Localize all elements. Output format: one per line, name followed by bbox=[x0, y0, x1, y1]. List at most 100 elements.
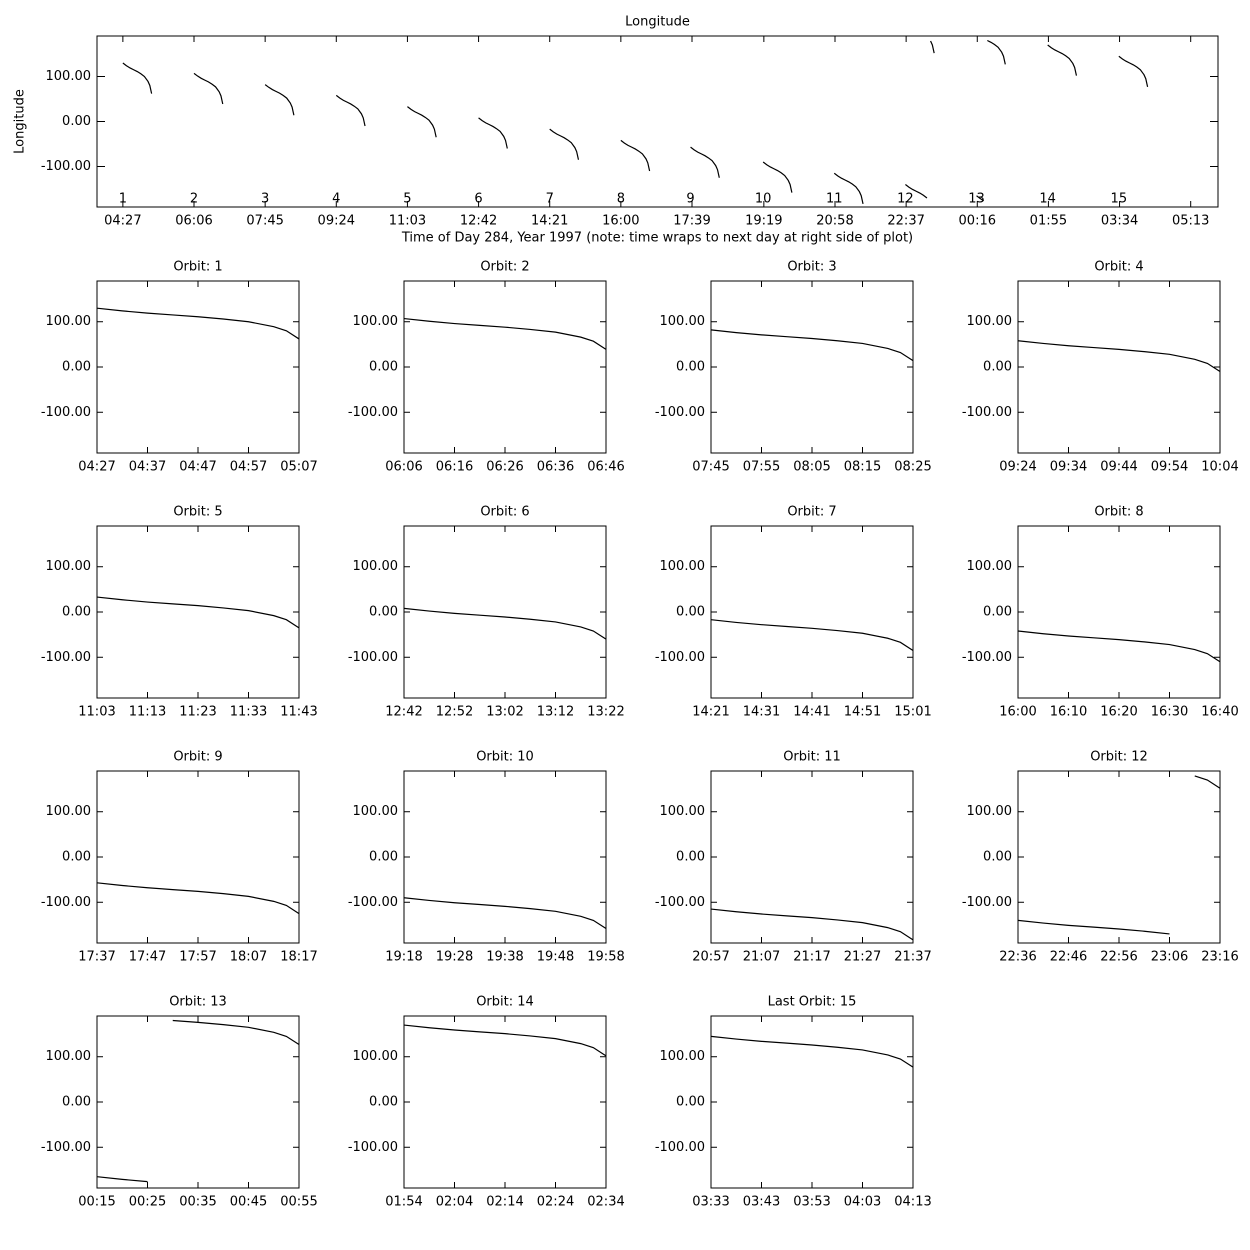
y-tick-label: 100.00 bbox=[967, 314, 1013, 329]
x-tick-label: 11:03 bbox=[389, 214, 426, 229]
orbit-label: 9 bbox=[686, 192, 694, 207]
orbit-label: 13 bbox=[968, 192, 985, 207]
x-tick-label: 00:35 bbox=[179, 1195, 216, 1210]
y-tick-label: 100.00 bbox=[967, 804, 1013, 819]
orbit-line bbox=[905, 40, 935, 199]
x-tick-label: 07:45 bbox=[692, 460, 729, 475]
chart-title: Orbit: 5 bbox=[173, 505, 222, 520]
y-tick-label: 0.00 bbox=[62, 360, 91, 375]
x-tick-label: 15:01 bbox=[894, 705, 931, 720]
orbit-line bbox=[122, 62, 153, 94]
x-tick-label: 22:46 bbox=[1050, 950, 1087, 965]
x-tick-label: 02:34 bbox=[587, 1195, 624, 1210]
plot-frame bbox=[710, 280, 914, 454]
x-tick-label: 19:48 bbox=[537, 950, 574, 965]
x-tick-label: 06:26 bbox=[486, 460, 523, 475]
y-axis-label: Longitude bbox=[13, 89, 28, 154]
orbit-line bbox=[403, 1024, 607, 1057]
x-tick-label: 19:38 bbox=[486, 950, 523, 965]
y-tick-label: 100.00 bbox=[46, 559, 92, 574]
x-tick-label: 00:45 bbox=[230, 1195, 267, 1210]
y-tick-label: -100.00 bbox=[41, 1140, 91, 1155]
orbit-line bbox=[976, 39, 1006, 202]
y-tick-label: -100.00 bbox=[348, 895, 398, 910]
chart-title: Orbit: 6 bbox=[480, 505, 529, 520]
orbit-line bbox=[403, 317, 607, 350]
orbit-label: 10 bbox=[755, 192, 772, 207]
x-tick-label: 19:28 bbox=[436, 950, 473, 965]
x-tick-label: 05:13 bbox=[1172, 214, 1209, 229]
y-tick-label: 100.00 bbox=[46, 69, 92, 84]
x-tick-label: 04:37 bbox=[129, 460, 166, 475]
chart-title: Orbit: 10 bbox=[476, 750, 534, 765]
orbit-line bbox=[620, 139, 651, 172]
x-tick-label: 19:18 bbox=[385, 950, 422, 965]
chart-title: Orbit: 4 bbox=[1094, 260, 1143, 275]
plot-frame bbox=[403, 1015, 607, 1189]
y-tick-label: 100.00 bbox=[46, 314, 92, 329]
plot-frame bbox=[1017, 770, 1221, 944]
x-tick-label: 03:33 bbox=[692, 1195, 729, 1210]
x-tick-label: 20:57 bbox=[692, 950, 729, 965]
y-tick-label: 100.00 bbox=[660, 314, 706, 329]
x-tick-label: 11:43 bbox=[280, 705, 317, 720]
orbit-line bbox=[96, 1019, 300, 1183]
orbit-line bbox=[1017, 775, 1221, 935]
chart-title: Orbit: 13 bbox=[169, 995, 227, 1010]
plot-frame bbox=[96, 525, 300, 699]
orbit-line bbox=[1017, 630, 1221, 663]
orbit-line bbox=[96, 307, 300, 340]
x-tick-label: 09:24 bbox=[999, 460, 1036, 475]
x-tick-label: 14:41 bbox=[793, 705, 830, 720]
orbit-line bbox=[403, 897, 607, 930]
plot-frame bbox=[96, 35, 1219, 208]
x-tick-label: 00:55 bbox=[280, 1195, 317, 1210]
x-tick-label: 04:13 bbox=[894, 1195, 931, 1210]
chart-title: Last Orbit: 15 bbox=[768, 995, 857, 1010]
x-tick-label: 08:15 bbox=[844, 460, 881, 475]
chart-title: Orbit: 3 bbox=[787, 260, 836, 275]
orbit-label: 8 bbox=[617, 192, 625, 207]
y-tick-label: 0.00 bbox=[62, 605, 91, 620]
orbit-line bbox=[264, 84, 295, 116]
x-tick-label: 21:17 bbox=[793, 950, 830, 965]
plot-frame bbox=[96, 1015, 300, 1189]
x-tick-label: 09:24 bbox=[318, 214, 355, 229]
x-tick-label: 11:13 bbox=[129, 705, 166, 720]
chart-title: Orbit: 8 bbox=[1094, 505, 1143, 520]
plot-frame bbox=[403, 280, 607, 454]
x-tick-label: 16:10 bbox=[1050, 705, 1087, 720]
orbit-line bbox=[710, 329, 914, 362]
y-tick-label: 100.00 bbox=[660, 1049, 706, 1064]
x-tick-label: 09:44 bbox=[1100, 460, 1137, 475]
x-tick-label: 00:25 bbox=[129, 1195, 166, 1210]
x-tick-label: 17:47 bbox=[129, 950, 166, 965]
orbit-line bbox=[96, 882, 300, 915]
x-tick-label: 16:40 bbox=[1201, 705, 1238, 720]
y-tick-label: -100.00 bbox=[348, 1140, 398, 1155]
x-tick-label: 03:34 bbox=[1101, 214, 1138, 229]
x-tick-label: 16:00 bbox=[999, 705, 1036, 720]
chart-title: Longitude bbox=[625, 15, 690, 30]
y-tick-label: -100.00 bbox=[41, 895, 91, 910]
x-tick-label: 02:24 bbox=[537, 1195, 574, 1210]
y-tick-label: -100.00 bbox=[655, 405, 705, 420]
x-axis-label: Time of Day 284, Year 1997 (note: time w… bbox=[401, 231, 913, 246]
y-tick-label: -100.00 bbox=[41, 405, 91, 420]
chart-title: Orbit: 9 bbox=[173, 750, 222, 765]
chart-title: Orbit: 12 bbox=[1090, 750, 1148, 765]
y-tick-label: 0.00 bbox=[676, 360, 705, 375]
orbit-label: 5 bbox=[403, 192, 411, 207]
orbit-line bbox=[478, 117, 508, 149]
x-tick-label: 14:51 bbox=[844, 705, 881, 720]
x-tick-label: 03:53 bbox=[793, 1195, 830, 1210]
x-tick-label: 22:36 bbox=[999, 950, 1036, 965]
plot-frame bbox=[710, 525, 914, 699]
y-tick-label: 100.00 bbox=[967, 559, 1013, 574]
y-tick-label: 100.00 bbox=[46, 804, 92, 819]
y-tick-label: 0.00 bbox=[369, 605, 398, 620]
orbit-line bbox=[407, 106, 437, 138]
y-tick-label: -100.00 bbox=[655, 895, 705, 910]
